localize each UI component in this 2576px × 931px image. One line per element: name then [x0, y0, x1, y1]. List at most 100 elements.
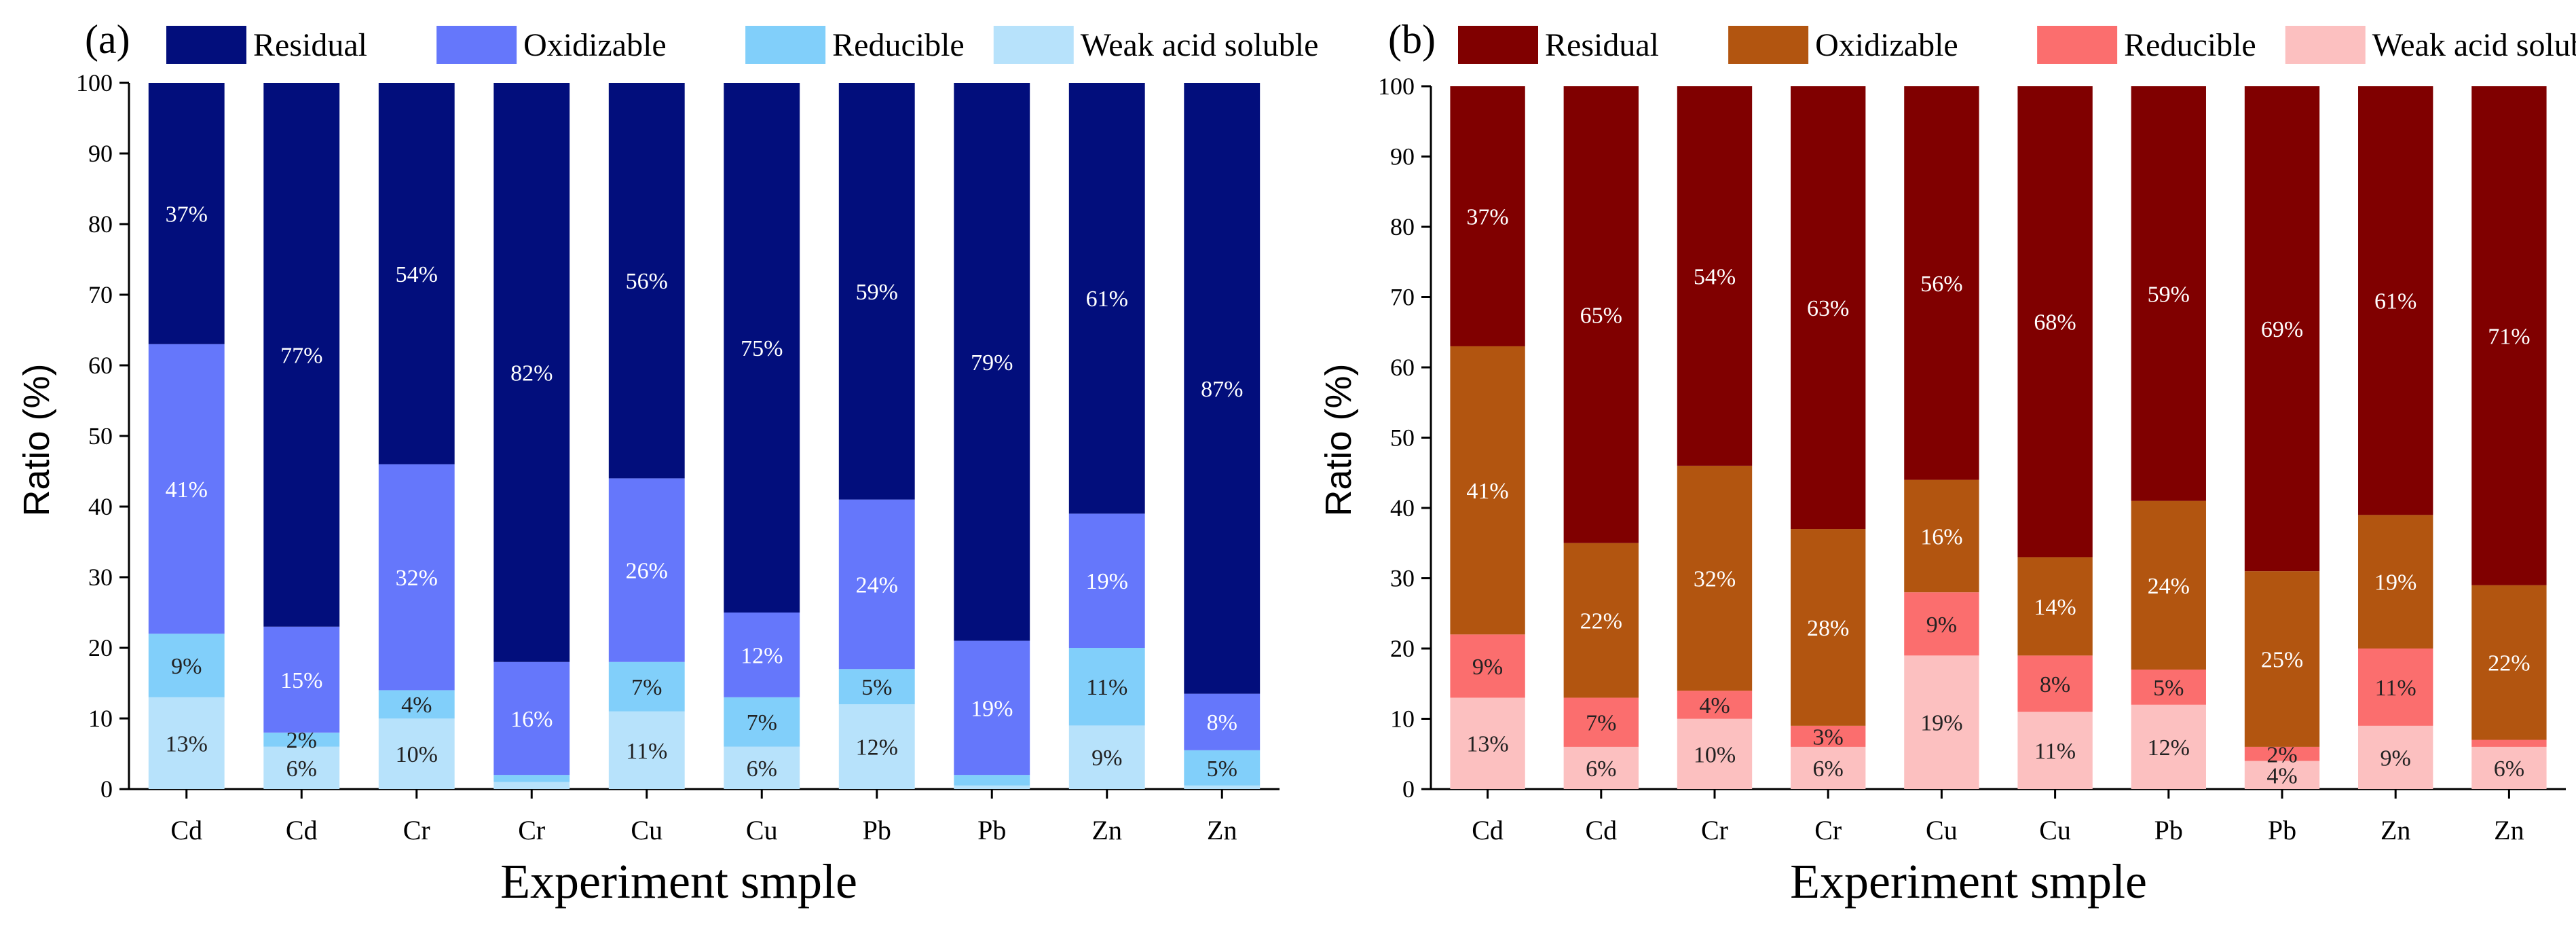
y-tick-label: 30 — [88, 564, 113, 591]
bar-segment-weak-acid-soluble — [838, 704, 915, 789]
bar-segment-reducible — [378, 690, 455, 718]
bar-segment-residual — [2471, 86, 2547, 585]
data-label: 5% — [1207, 756, 1237, 782]
data-label: 6% — [747, 756, 777, 782]
legend-label: Oxidizable — [1815, 27, 1958, 63]
y-tick-label: 80 — [1390, 213, 1415, 240]
bar-segment-reducible — [493, 775, 570, 782]
bar-segment-residual — [608, 83, 685, 479]
data-label: 19% — [971, 696, 1013, 721]
data-label: 37% — [166, 202, 208, 227]
data-label: 13% — [1466, 732, 1508, 757]
y-tick-label: 0 — [1402, 775, 1415, 803]
y-tick-label: 70 — [88, 281, 113, 308]
legend-label: Reducible — [2124, 27, 2256, 63]
bar-segment-weak-acid-soluble — [2244, 761, 2320, 789]
bar-segment-oxidizable — [2131, 500, 2206, 670]
bar-segment-reducible — [1563, 697, 1639, 747]
data-label: 11% — [1086, 675, 1127, 700]
panel-label-b: (b) — [1388, 17, 1436, 62]
bar-segment-oxidizable — [608, 478, 685, 662]
data-label: 10% — [1694, 742, 1736, 767]
chart-panel-a: (a) Residual Oxidizable Reducible Weak acid… — [16, 17, 1318, 909]
data-label: 14% — [2034, 595, 2076, 620]
axes-a: 0 10 20 30 40 50 60 70 80 90 100 Cd Cd Cr Cr Cu Cu Pb Pb Zn… — [76, 69, 1280, 845]
panel-label-a: (a) — [85, 17, 130, 62]
data-label: 22% — [2488, 651, 2530, 676]
legend-label: Weak acid soluble — [1081, 27, 1319, 63]
bar-segment-weak-acid-soluble — [2017, 712, 2093, 789]
y-tick-label: 20 — [88, 634, 113, 661]
bar-segment-weak-acid-soluble — [493, 782, 570, 789]
bar-segment-reducible — [1791, 725, 1866, 747]
y-tick-label: 40 — [88, 493, 113, 520]
bar-segment-oxidizable — [724, 613, 800, 697]
data-label: 56% — [626, 269, 668, 294]
bar-segment-oxidizable — [2244, 571, 2320, 747]
bar-segment-reducible — [2471, 740, 2547, 747]
data-label: 32% — [396, 566, 438, 591]
x-tick-label: Cr — [1814, 815, 1842, 845]
x-tick-label: Cu — [746, 815, 778, 845]
data-label: 16% — [510, 707, 553, 732]
data-label: 28% — [1807, 616, 1849, 641]
bar-segment-residual — [838, 83, 915, 500]
x-tick-label: Cd — [286, 815, 318, 845]
bar-segment-residual — [1904, 86, 1979, 480]
bar-segment-reducible — [954, 775, 1030, 786]
legend-swatch — [993, 26, 1074, 64]
data-label: 59% — [2148, 282, 2190, 307]
bar-segment-reducible — [1904, 592, 1979, 656]
data-label: 41% — [1466, 479, 1508, 504]
data-label: 61% — [2374, 289, 2416, 314]
legend-swatch — [436, 26, 517, 64]
data-label: 13% — [166, 731, 208, 756]
bar-segment-weak-acid-soluble — [2131, 704, 2206, 789]
y-tick-label: 50 — [1390, 424, 1415, 452]
bar-segment-oxidizable — [493, 661, 570, 775]
data-label: 6% — [286, 756, 317, 782]
y-tick-label: 20 — [1390, 635, 1415, 662]
bar-segment-weak-acid-soluble — [1563, 746, 1639, 789]
y-tick-label: 50 — [88, 422, 113, 450]
x-tick-label: Cu — [631, 815, 662, 845]
bar-segment-residual — [493, 83, 570, 662]
bar-segment-residual — [1563, 86, 1639, 543]
data-label: 82% — [510, 361, 553, 386]
data-label: 6% — [1813, 756, 1844, 782]
data-label: 63% — [1807, 296, 1849, 321]
bar-segment-residual — [1677, 86, 1753, 466]
data-label: 61% — [1086, 287, 1128, 312]
data-label: 22% — [1580, 609, 1622, 634]
bar-segment-residual — [1184, 83, 1261, 694]
bar-segment-oxidizable — [1904, 479, 1979, 593]
x-tick-label: Cr — [518, 815, 545, 845]
x-tick-label: Pb — [977, 815, 1006, 845]
bar-segment-oxidizable — [1791, 529, 1866, 726]
bar-segment-weak-acid-soluble — [1904, 655, 1979, 789]
bar-segment-residual — [954, 83, 1030, 641]
bar-segment-weak-acid-soluble — [2358, 725, 2433, 789]
y-axis-title-b: Ratio (%) — [1318, 363, 1359, 516]
data-label: 56% — [1920, 272, 1962, 297]
data-label: 7% — [631, 675, 662, 700]
bar-segment-reducible — [2131, 670, 2206, 705]
data-label: 4% — [2266, 763, 2297, 788]
data-label: 65% — [1580, 303, 1622, 328]
bar-segment-reducible — [148, 634, 225, 697]
data-label: 4% — [401, 693, 432, 718]
data-label: 8% — [2040, 672, 2070, 697]
legend-label: Reducible — [832, 27, 965, 63]
y-axis-title-a: Ratio (%) — [16, 363, 57, 516]
legend-swatch — [2285, 26, 2366, 64]
data-label: 6% — [1586, 756, 1616, 782]
data-label: 9% — [1091, 746, 1122, 771]
data-label: 15% — [280, 668, 322, 693]
y-tick-label: 60 — [1390, 354, 1415, 381]
y-tick-label: 10 — [88, 705, 113, 732]
data-label: 3% — [1813, 725, 1844, 750]
data-label: 68% — [2034, 310, 2076, 335]
bar-segment-residual — [1068, 83, 1145, 514]
bar-segment-reducible — [263, 732, 340, 747]
bar-segment-reducible — [1450, 634, 1525, 698]
